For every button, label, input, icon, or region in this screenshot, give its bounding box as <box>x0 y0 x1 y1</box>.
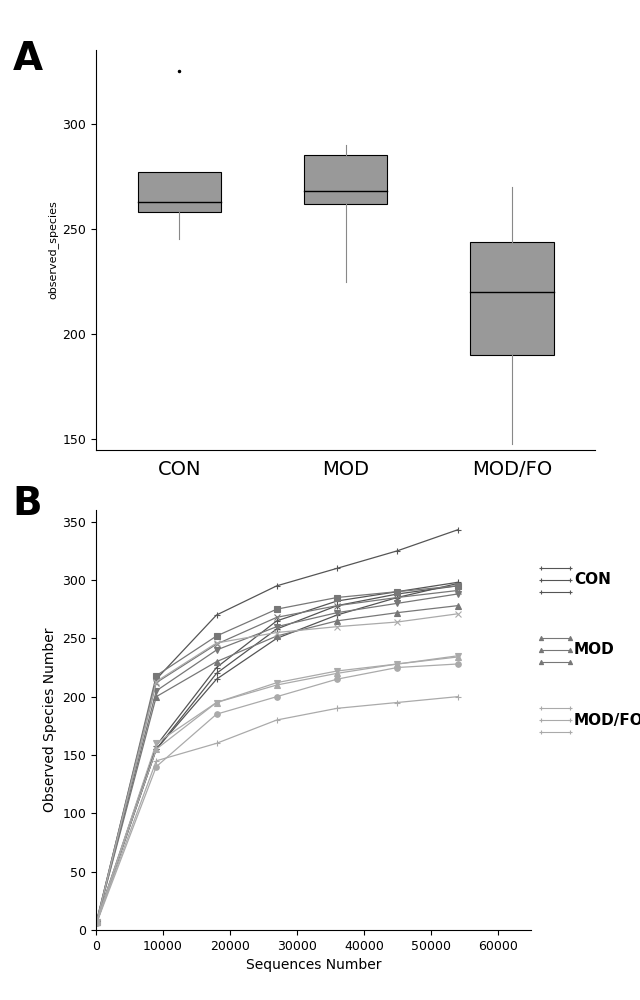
Text: B: B <box>13 485 42 523</box>
Text: A: A <box>13 40 43 78</box>
Text: MOD/FO: MOD/FO <box>574 713 640 728</box>
Bar <box>304 155 387 204</box>
Y-axis label: observed_species: observed_species <box>47 201 58 299</box>
Text: MOD: MOD <box>574 643 615 658</box>
Y-axis label: Observed Species Number: Observed Species Number <box>43 628 57 812</box>
X-axis label: Sequences Number: Sequences Number <box>246 958 381 972</box>
Text: CON: CON <box>574 572 611 587</box>
Bar <box>470 242 554 355</box>
Bar <box>138 172 221 212</box>
